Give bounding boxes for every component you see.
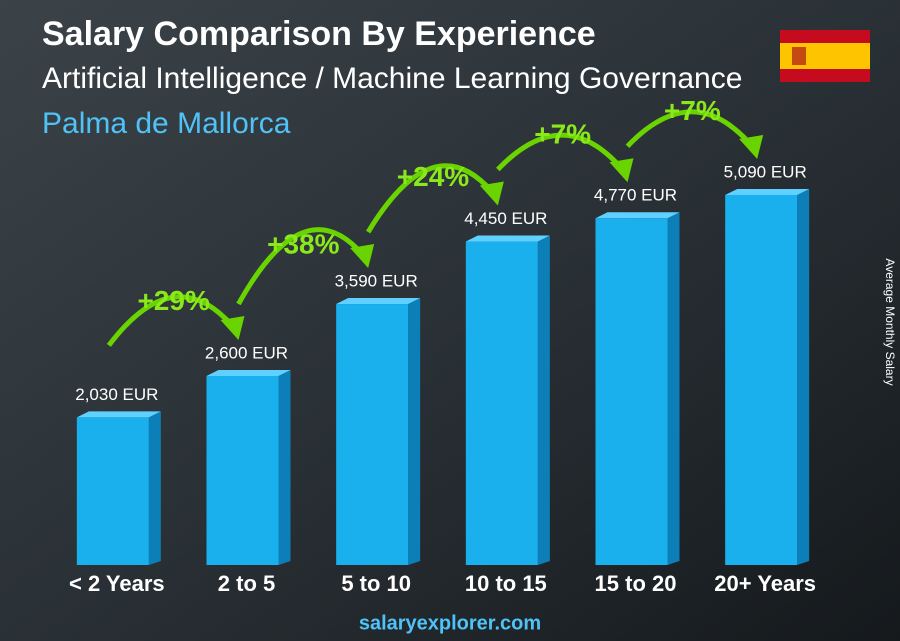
- x-tick-label: < 2 Years: [69, 571, 165, 596]
- value-label: 2,030 EUR: [75, 385, 158, 404]
- x-tick-label: 15 to 20: [595, 571, 677, 596]
- bar-side: [797, 189, 810, 565]
- arrow-head: [220, 316, 245, 341]
- bar-front: [595, 218, 668, 565]
- change-arrow: [236, 227, 365, 306]
- x-tick-label: 10 to 15: [465, 571, 547, 596]
- change-label: +24%: [397, 161, 469, 192]
- change-arrow: [106, 294, 235, 347]
- arrow-head: [609, 158, 634, 183]
- bar: [725, 189, 810, 565]
- bar-side: [278, 370, 291, 565]
- arrow-head: [479, 181, 504, 206]
- bar: [465, 235, 550, 566]
- value-label: 4,770 EUR: [594, 186, 677, 205]
- bar-front: [206, 376, 279, 565]
- flag: [780, 30, 870, 82]
- arrow-head: [739, 135, 764, 159]
- value-label: 4,450 EUR: [464, 209, 547, 228]
- change-label: +7%: [664, 95, 721, 126]
- bar-front: [336, 304, 409, 565]
- x-tick-label: 2 to 5: [218, 571, 275, 596]
- bar-side: [408, 298, 421, 565]
- value-label: 3,590 EUR: [335, 272, 418, 291]
- change-arrow: [496, 132, 624, 172]
- change-label: +38%: [267, 228, 339, 259]
- bar: [206, 370, 291, 565]
- bar-side: [537, 235, 550, 566]
- bar: [336, 298, 421, 565]
- bar-side: [148, 411, 161, 565]
- x-tick-label: 20+ Years: [714, 571, 816, 596]
- change-arrow: [625, 109, 754, 148]
- bar: [595, 212, 680, 565]
- arrow-head: [350, 244, 375, 269]
- footer: salaryexplorer.com: [359, 612, 541, 634]
- bar-top: [465, 235, 550, 242]
- value-label: 2,600 EUR: [205, 343, 288, 362]
- bar-top: [725, 189, 810, 195]
- chart-subtitle: Artificial Intelligence / Machine Learni…: [42, 62, 742, 95]
- change-arrow: [366, 163, 494, 234]
- value-label: 5,090 EUR: [724, 162, 807, 181]
- bar-front: [76, 417, 149, 565]
- y-axis-label: Average Monthly Salary: [883, 258, 897, 385]
- bar-top: [595, 212, 680, 219]
- chart-title: Salary Comparison By Experience: [42, 15, 596, 53]
- bar: [76, 411, 161, 565]
- location: Palma de Mallorca: [42, 107, 291, 140]
- bar-front: [465, 241, 538, 566]
- bar-top: [336, 298, 421, 305]
- bar-front: [725, 195, 798, 565]
- x-tick-label: 5 to 10: [341, 571, 411, 596]
- bar-top: [206, 370, 291, 377]
- change-label: +29%: [137, 285, 209, 316]
- bar-side: [667, 212, 680, 565]
- change-label: +7%: [534, 118, 591, 149]
- bar-top: [76, 411, 161, 418]
